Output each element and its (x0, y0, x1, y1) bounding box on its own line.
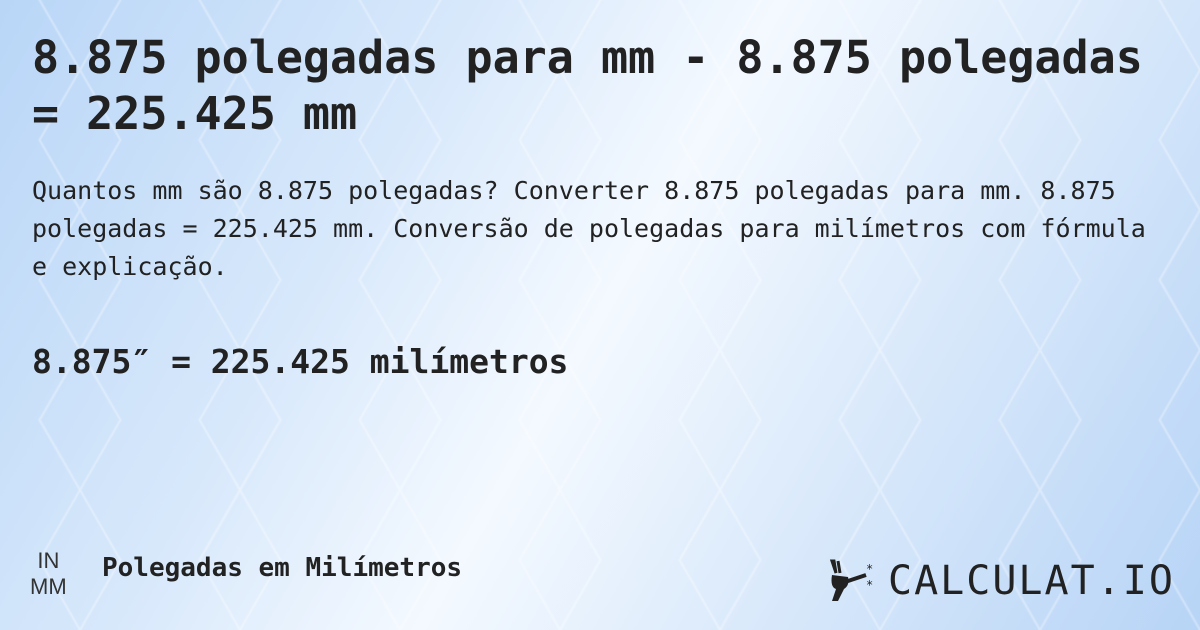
unit-to: MM (30, 574, 67, 599)
svg-text:*: * (866, 578, 873, 592)
calculat-logo[interactable]: * * CALCULAT.IO (828, 558, 1175, 604)
unit-icon: IN MM (30, 548, 67, 600)
category-label: Polegadas em Milímetros (102, 553, 463, 583)
svg-text:*: * (866, 562, 873, 576)
conversion-result: 8.875″ = 225.425 milímetros (32, 342, 569, 381)
magic-hand-icon: * * (829, 559, 873, 601)
unit-from: IN (37, 548, 60, 573)
page-title: 8.875 polegadas para mm - 8.875 polegada… (32, 31, 1143, 140)
description: Quantos mm são 8.875 polegadas? Converte… (32, 176, 1146, 281)
logo-text: CALCULAT.IO (888, 558, 1175, 604)
